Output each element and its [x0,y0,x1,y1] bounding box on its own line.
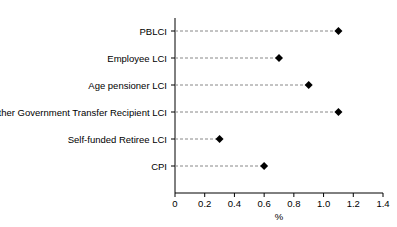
x-tick-label: 0 [172,198,177,209]
category-label: Self-funded Retiree LCI [68,134,167,145]
dot-marker [275,54,283,62]
x-tick-label: 0.4 [228,198,241,209]
x-tick [383,193,384,197]
x-tick-label: 0.6 [258,198,271,209]
y-tick [171,112,175,113]
leader-line [175,58,279,59]
category-label: Employee LCI [107,53,167,64]
y-tick [171,139,175,140]
x-tick-label: 1.0 [317,198,330,209]
plot-marks [175,27,342,170]
dot-marker [305,81,313,89]
x-tick [323,193,324,197]
category-label: Age pensioner LCI [88,80,167,91]
category-label: Other Government Transfer Recipient LCI [0,107,167,118]
leader-line [175,85,309,86]
x-axis-line [175,193,383,194]
x-tick-label: 0.8 [287,198,300,209]
chart-svg: 0 0.2 0.4 0.6 0.8 1.0 1.2 1.4% PBLCI Employee LCI… [0,0,397,227]
x-tick [204,193,205,197]
x-tick [293,193,294,197]
x-tick [264,193,265,197]
x-tick-label: 1.2 [347,198,360,209]
x-tick [175,193,176,197]
leader-line [175,31,338,32]
x-tick [234,193,235,197]
leader-line [175,139,220,140]
x-tick [353,193,354,197]
y-tick [171,58,175,59]
y-axis-line [175,18,176,193]
category-label: CPI [151,161,167,172]
y-tick [171,31,175,32]
dot-marker [260,162,268,170]
category-label: PBLCI [140,26,167,37]
leader-line [175,112,338,113]
dot-marker [334,27,342,35]
y-tick [171,85,175,86]
x-axis-label: % [275,211,284,222]
x-tick-label: 0.2 [198,198,211,209]
chart-container: 0 0.2 0.4 0.6 0.8 1.0 1.2 1.4% PBLCI Employee LCI… [0,0,397,227]
dot-marker [334,108,342,116]
leader-line [175,166,264,167]
dot-marker [216,135,224,143]
y-tick [171,166,175,167]
x-tick-label: 1.4 [376,198,389,209]
